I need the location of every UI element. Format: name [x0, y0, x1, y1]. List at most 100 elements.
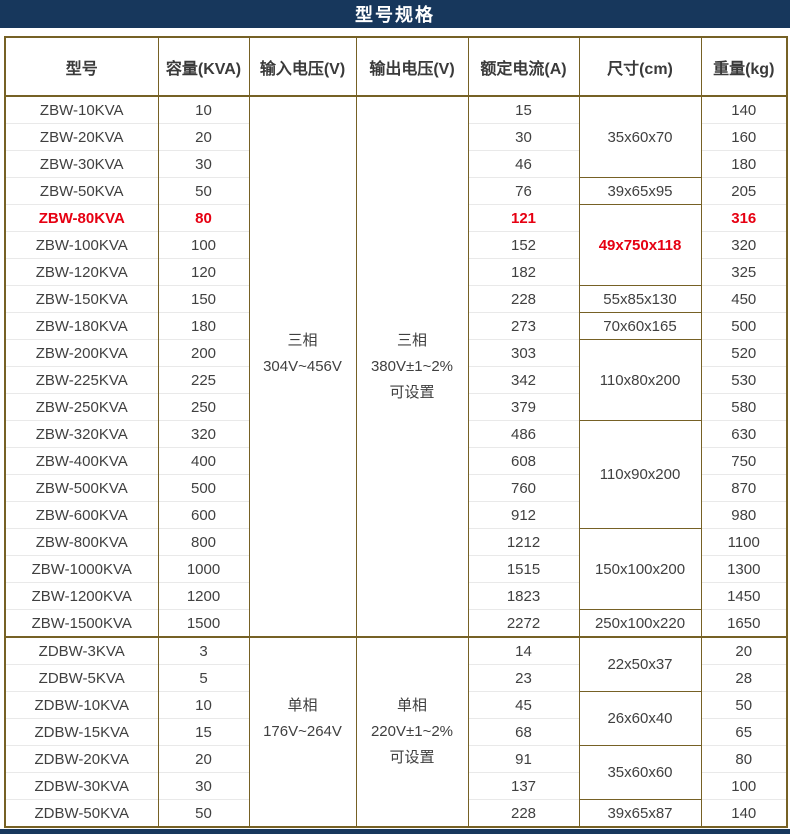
- table-row: ZDBW-3KVA 3 单相 176V~264V 单相 220V±1~2% 可设置 14 22x…: [4, 636, 787, 827]
- weight-cell: 316: [700, 204, 787, 232]
- weight-cell: 28: [700, 664, 787, 692]
- capacity-cell: 800: [157, 528, 249, 556]
- current-cell: 91: [467, 745, 579, 773]
- table-row: ZBW-500KVA 500 760 870: [4, 474, 787, 502]
- capacity-cell: 3: [157, 636, 249, 665]
- size-cell: 250x100x220: [578, 609, 701, 637]
- spec-table-body: ZBW-10KVA 10 三相 304V~456V 三相 380V±1~2% 可设置 15 35…: [4, 95, 787, 827]
- capacity-cell: 80: [157, 204, 249, 232]
- model-cell: ZDBW-3KVA: [4, 636, 158, 665]
- capacity-cell: 400: [157, 447, 249, 475]
- weight-cell: 980: [700, 501, 787, 529]
- spec-table-container: 型号 容量(KVA) 输入电压(V) 输出电压(V) 额定电流(A) 尺寸(cm) 重量(k…: [4, 36, 788, 828]
- model-cell: ZBW-1200KVA: [4, 582, 158, 610]
- size-cell: 35x60x60: [578, 745, 701, 800]
- column-header: 额定电流(A): [467, 37, 579, 97]
- model-cell: ZBW-180KVA: [4, 312, 158, 340]
- model-cell: ZBW-400KVA: [4, 447, 158, 475]
- voltage-line: [251, 745, 355, 771]
- weight-cell: 520: [700, 339, 787, 367]
- voltage-line: 三相: [287, 331, 318, 349]
- output-voltage-cell: 三相 380V±1~2% 可设置: [355, 95, 468, 637]
- voltage-line: 220V±1~2%: [370, 723, 454, 740]
- table-row: ZBW-10KVA 10 三相 304V~456V 三相 380V±1~2% 可设置 15 35…: [4, 95, 787, 637]
- table-row: ZBW-1000KVA 1000 1515 1300: [4, 555, 787, 583]
- current-cell: 30: [467, 123, 579, 151]
- current-cell: 23: [467, 664, 579, 692]
- voltage-line: [251, 380, 355, 406]
- current-cell: 15: [467, 95, 579, 124]
- column-header: 输入电压(V): [248, 37, 356, 97]
- current-cell: 760: [467, 474, 579, 502]
- current-cell: 152: [467, 231, 579, 259]
- model-cell: ZBW-100KVA: [4, 231, 158, 259]
- table-row: ZBW-50KVA 50 76 39x65x95 205: [4, 177, 787, 205]
- column-header: 容量(KVA): [157, 37, 249, 97]
- voltage-line: 304V~456V: [263, 357, 342, 375]
- current-cell: 1823: [467, 582, 579, 610]
- weight-cell: 140: [700, 95, 787, 124]
- table-row: ZDBW-5KVA 5 23 28: [4, 664, 787, 692]
- input-voltage-cell: 单相 176V~264V: [248, 636, 356, 827]
- weight-cell: 180: [700, 150, 787, 178]
- voltage-line: 单相: [287, 697, 318, 714]
- capacity-cell: 15: [157, 718, 249, 746]
- weight-cell: 530: [700, 366, 787, 394]
- model-cell: ZBW-20KVA: [4, 123, 158, 151]
- table-row: ZBW-320KVA 320 486 110x90x200 630: [4, 420, 787, 529]
- capacity-cell: 180: [157, 312, 249, 340]
- model-cell: ZBW-10KVA: [4, 95, 158, 124]
- size-cell: 55x85x130: [578, 285, 701, 313]
- size-cell: 39x65x87: [578, 799, 701, 827]
- page-title: 型号规格: [355, 5, 435, 25]
- model-cell: ZBW-500KVA: [4, 474, 158, 502]
- capacity-cell: 50: [157, 799, 249, 827]
- size-cell: 110x90x200: [578, 420, 701, 529]
- weight-cell: 65: [700, 718, 787, 746]
- table-row: ZBW-120KVA 120 182 325: [4, 258, 787, 286]
- table-row: ZBW-250KVA 250 379 580: [4, 393, 787, 421]
- capacity-cell: 50: [157, 177, 249, 205]
- capacity-cell: 1200: [157, 582, 249, 610]
- current-cell: 182: [467, 258, 579, 286]
- column-header: 重量(kg): [700, 37, 787, 97]
- model-cell: ZBW-80KVA: [4, 204, 158, 232]
- current-cell: 228: [467, 799, 579, 827]
- page-title-bar: 型号规格: [0, 0, 790, 28]
- weight-cell: 205: [700, 177, 787, 205]
- model-cell: ZBW-50KVA: [4, 177, 158, 205]
- weight-cell: 20: [700, 636, 787, 665]
- table-row: ZBW-225KVA 225 342 530: [4, 366, 787, 394]
- current-cell: 14: [467, 636, 579, 665]
- table-row: ZBW-150KVA 150 228 55x85x130 450: [4, 285, 787, 313]
- model-cell: ZBW-250KVA: [4, 393, 158, 421]
- table-row: ZBW-800KVA 800 1212 150x100x200 1100: [4, 528, 787, 610]
- voltage-line: 380V±1~2%: [370, 357, 454, 375]
- capacity-cell: 500: [157, 474, 249, 502]
- column-header: 型号: [4, 37, 158, 97]
- current-cell: 2272: [467, 609, 579, 637]
- model-cell: ZDBW-20KVA: [4, 745, 158, 773]
- model-cell: ZBW-800KVA: [4, 528, 158, 556]
- capacity-cell: 1000: [157, 555, 249, 583]
- capacity-cell: 1500: [157, 609, 249, 637]
- weight-cell: 630: [700, 420, 787, 448]
- voltage-line: 单相: [396, 697, 427, 714]
- table-row: ZBW-1200KVA 1200 1823 1450: [4, 582, 787, 610]
- model-cell: ZDBW-15KVA: [4, 718, 158, 746]
- weight-cell: 80: [700, 745, 787, 773]
- capacity-cell: 200: [157, 339, 249, 367]
- table-row: ZBW-20KVA 20 30 160: [4, 123, 787, 151]
- input-voltage-cell: 三相 304V~456V: [248, 95, 356, 637]
- weight-cell: 1650: [700, 609, 787, 637]
- model-cell: ZDBW-5KVA: [4, 664, 158, 692]
- current-cell: 342: [467, 366, 579, 394]
- capacity-cell: 100: [157, 231, 249, 259]
- current-cell: 608: [467, 447, 579, 475]
- capacity-cell: 30: [157, 150, 249, 178]
- capacity-cell: 320: [157, 420, 249, 448]
- current-cell: 76: [467, 177, 579, 205]
- current-cell: 228: [467, 285, 579, 313]
- capacity-cell: 250: [157, 393, 249, 421]
- current-cell: 1515: [467, 555, 579, 583]
